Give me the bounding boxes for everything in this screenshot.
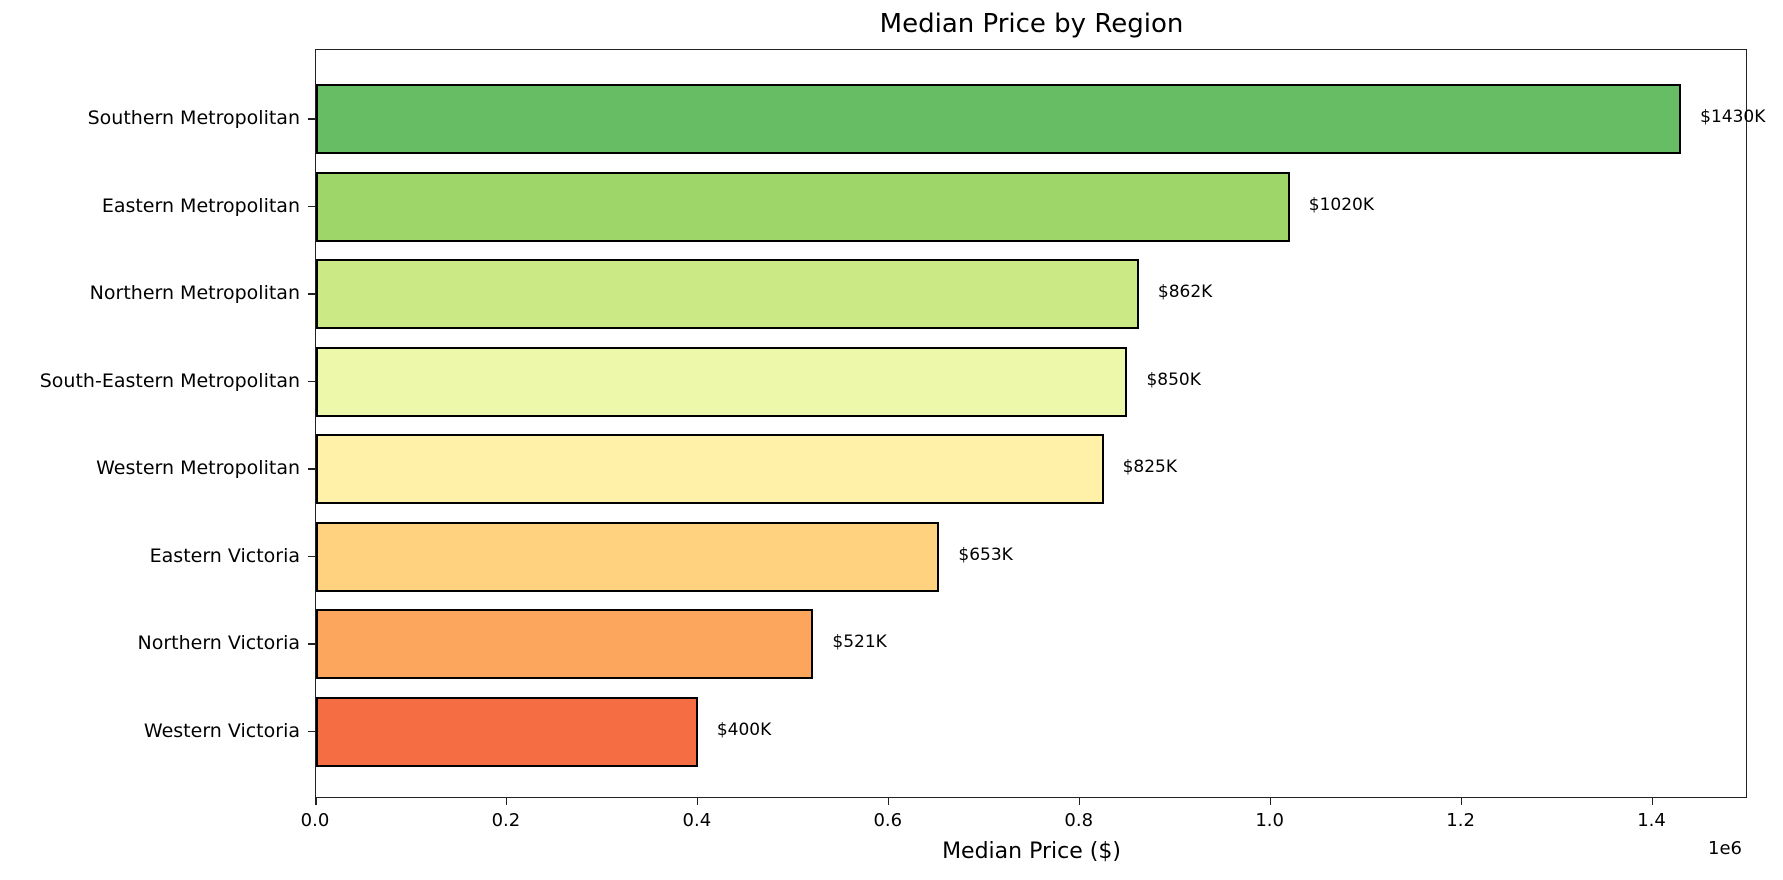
x-tick-mark xyxy=(1460,798,1463,805)
y-tick-label: Southern Metropolitan xyxy=(87,107,300,129)
bar xyxy=(316,84,1682,154)
y-tick-label: South-Eastern Metropolitan xyxy=(39,369,300,392)
y-tick-label: Eastern Metropolitan xyxy=(101,194,300,217)
bar xyxy=(316,259,1139,329)
bar xyxy=(316,609,814,679)
x-tick-mark xyxy=(887,798,890,805)
y-tick-label: Eastern Victoria xyxy=(149,544,300,567)
plot-area xyxy=(315,49,1747,798)
value-label: $1020K xyxy=(1308,194,1374,215)
y-tick-label: Northern Victoria xyxy=(137,632,300,654)
x-tick-label: 1.0 xyxy=(1255,810,1284,831)
y-tick-mark xyxy=(308,730,315,732)
bar xyxy=(316,171,1290,242)
bar xyxy=(316,346,1128,417)
x-tick-mark xyxy=(1651,798,1654,805)
x-tick-mark xyxy=(1078,798,1081,805)
value-label: $850K xyxy=(1146,369,1201,390)
x-tick-mark xyxy=(1269,798,1272,805)
y-tick-mark xyxy=(308,468,315,470)
y-tick-mark xyxy=(308,118,315,120)
x-tick-label: 1.2 xyxy=(1446,810,1475,831)
bar xyxy=(316,521,940,592)
x-tick-mark xyxy=(315,798,317,805)
y-tick-label: Western Victoria xyxy=(143,719,300,742)
value-label: $653K xyxy=(958,544,1013,565)
y-tick-mark xyxy=(308,555,315,557)
bar xyxy=(316,434,1104,504)
value-label: $862K xyxy=(1157,282,1213,302)
x-tick-label: 0.4 xyxy=(682,810,712,831)
value-label: $400K xyxy=(716,719,772,740)
value-label: $521K xyxy=(832,632,887,652)
y-tick-mark xyxy=(308,205,315,207)
y-tick-mark xyxy=(308,643,315,645)
x-tick-label: 0.6 xyxy=(873,810,903,831)
y-tick-mark xyxy=(308,380,315,382)
x-tick-label: 1.4 xyxy=(1637,810,1666,831)
x-tick-label: 0.2 xyxy=(491,810,521,831)
value-label: $1430K xyxy=(1700,107,1766,127)
chart-title: Median Price by Region xyxy=(879,9,1184,39)
x-axis-offset-label: 1e6 xyxy=(1708,838,1742,859)
x-tick-mark xyxy=(505,798,508,805)
y-tick-label: Western Metropolitan xyxy=(96,457,300,479)
bar xyxy=(316,696,698,767)
x-tick-mark xyxy=(696,798,699,805)
x-axis-label: Median Price ($) xyxy=(942,839,1121,864)
y-tick-mark xyxy=(308,293,315,295)
value-label: $825K xyxy=(1122,457,1178,477)
x-tick-label: 0.0 xyxy=(300,810,330,831)
y-tick-label: Northern Metropolitan xyxy=(89,282,300,304)
x-tick-label: 0.8 xyxy=(1064,810,1094,831)
